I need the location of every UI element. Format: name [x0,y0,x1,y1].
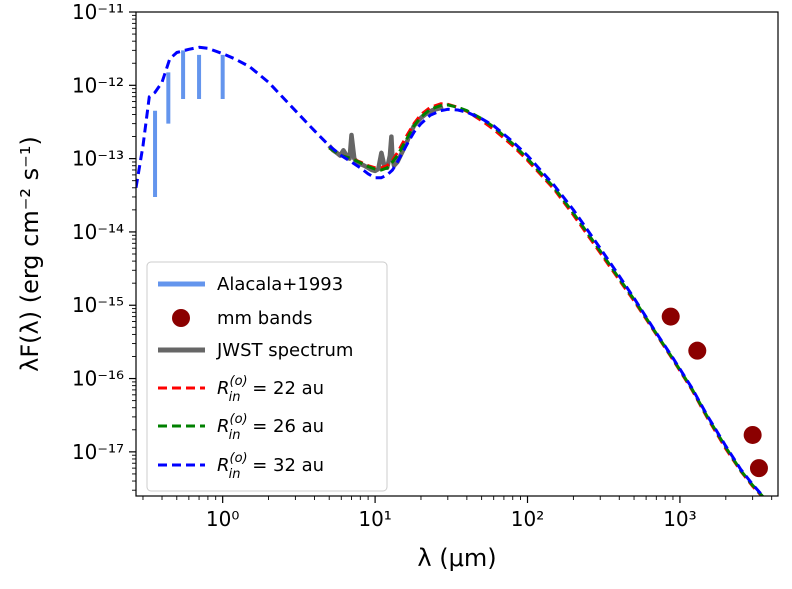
alacala-bars [153,50,225,197]
mm-point-0 [661,307,680,326]
y-tick-label-0: 10⁻¹¹ [72,0,124,24]
legend-label-0: Alacala+1993 [217,274,343,295]
y-axis-label: λF(λ) (erg cm⁻² s⁻¹) [16,136,44,372]
model-series-layer [136,45,766,496]
jwst-spectrum-layer [327,105,444,174]
y-tick-label-3: 10⁻¹⁴ [72,220,124,244]
y-tick-label-1: 10⁻¹² [72,73,124,97]
x-tick-label-0: 10⁰ [206,507,239,531]
y-tick-label-6: 10⁻¹⁷ [72,440,124,464]
plot-area [136,45,768,496]
x-tick-label-2: 10² [511,507,544,531]
legend-box [146,261,388,492]
mm-point-1 [688,341,707,360]
x-tick-label-3: 10³ [663,507,696,531]
legend-label-3: R(o) in = 22 au [217,374,324,405]
mm-point-2 [743,425,762,444]
y-tick-label-4: 10⁻¹⁵ [72,293,124,317]
model-series-line-2 [136,45,766,496]
x-tick-label-1: 10¹ [358,507,391,531]
y-tick-label-5: 10⁻¹⁶ [72,367,124,391]
axes: 10⁰ 10¹ 10² 10³ 10⁻¹¹ 10⁻¹² 10⁻¹³ 10⁻¹⁴ 10⁻¹⁵ 10⁻… [72,0,773,531]
mm-points [661,307,768,478]
legend-label-5: R(o) in = 32 au [217,451,324,482]
x-axis-label: λ (μm) [417,544,496,572]
legend: Alacala+1993 mm bands JWST spectrum R(o) in … [146,261,388,492]
legend-label-4: R(o) in = 26 au [217,412,324,443]
legend-label-1: mm bands [217,308,312,329]
model-series-line-1 [328,103,765,496]
mm-point-3 [749,459,768,478]
y-tick-label-2: 10⁻¹³ [72,147,124,171]
legend-swatch-mm [172,309,190,327]
legend-label-2: JWST spectrum [216,340,353,361]
jwst-spectrum-line [327,105,444,174]
